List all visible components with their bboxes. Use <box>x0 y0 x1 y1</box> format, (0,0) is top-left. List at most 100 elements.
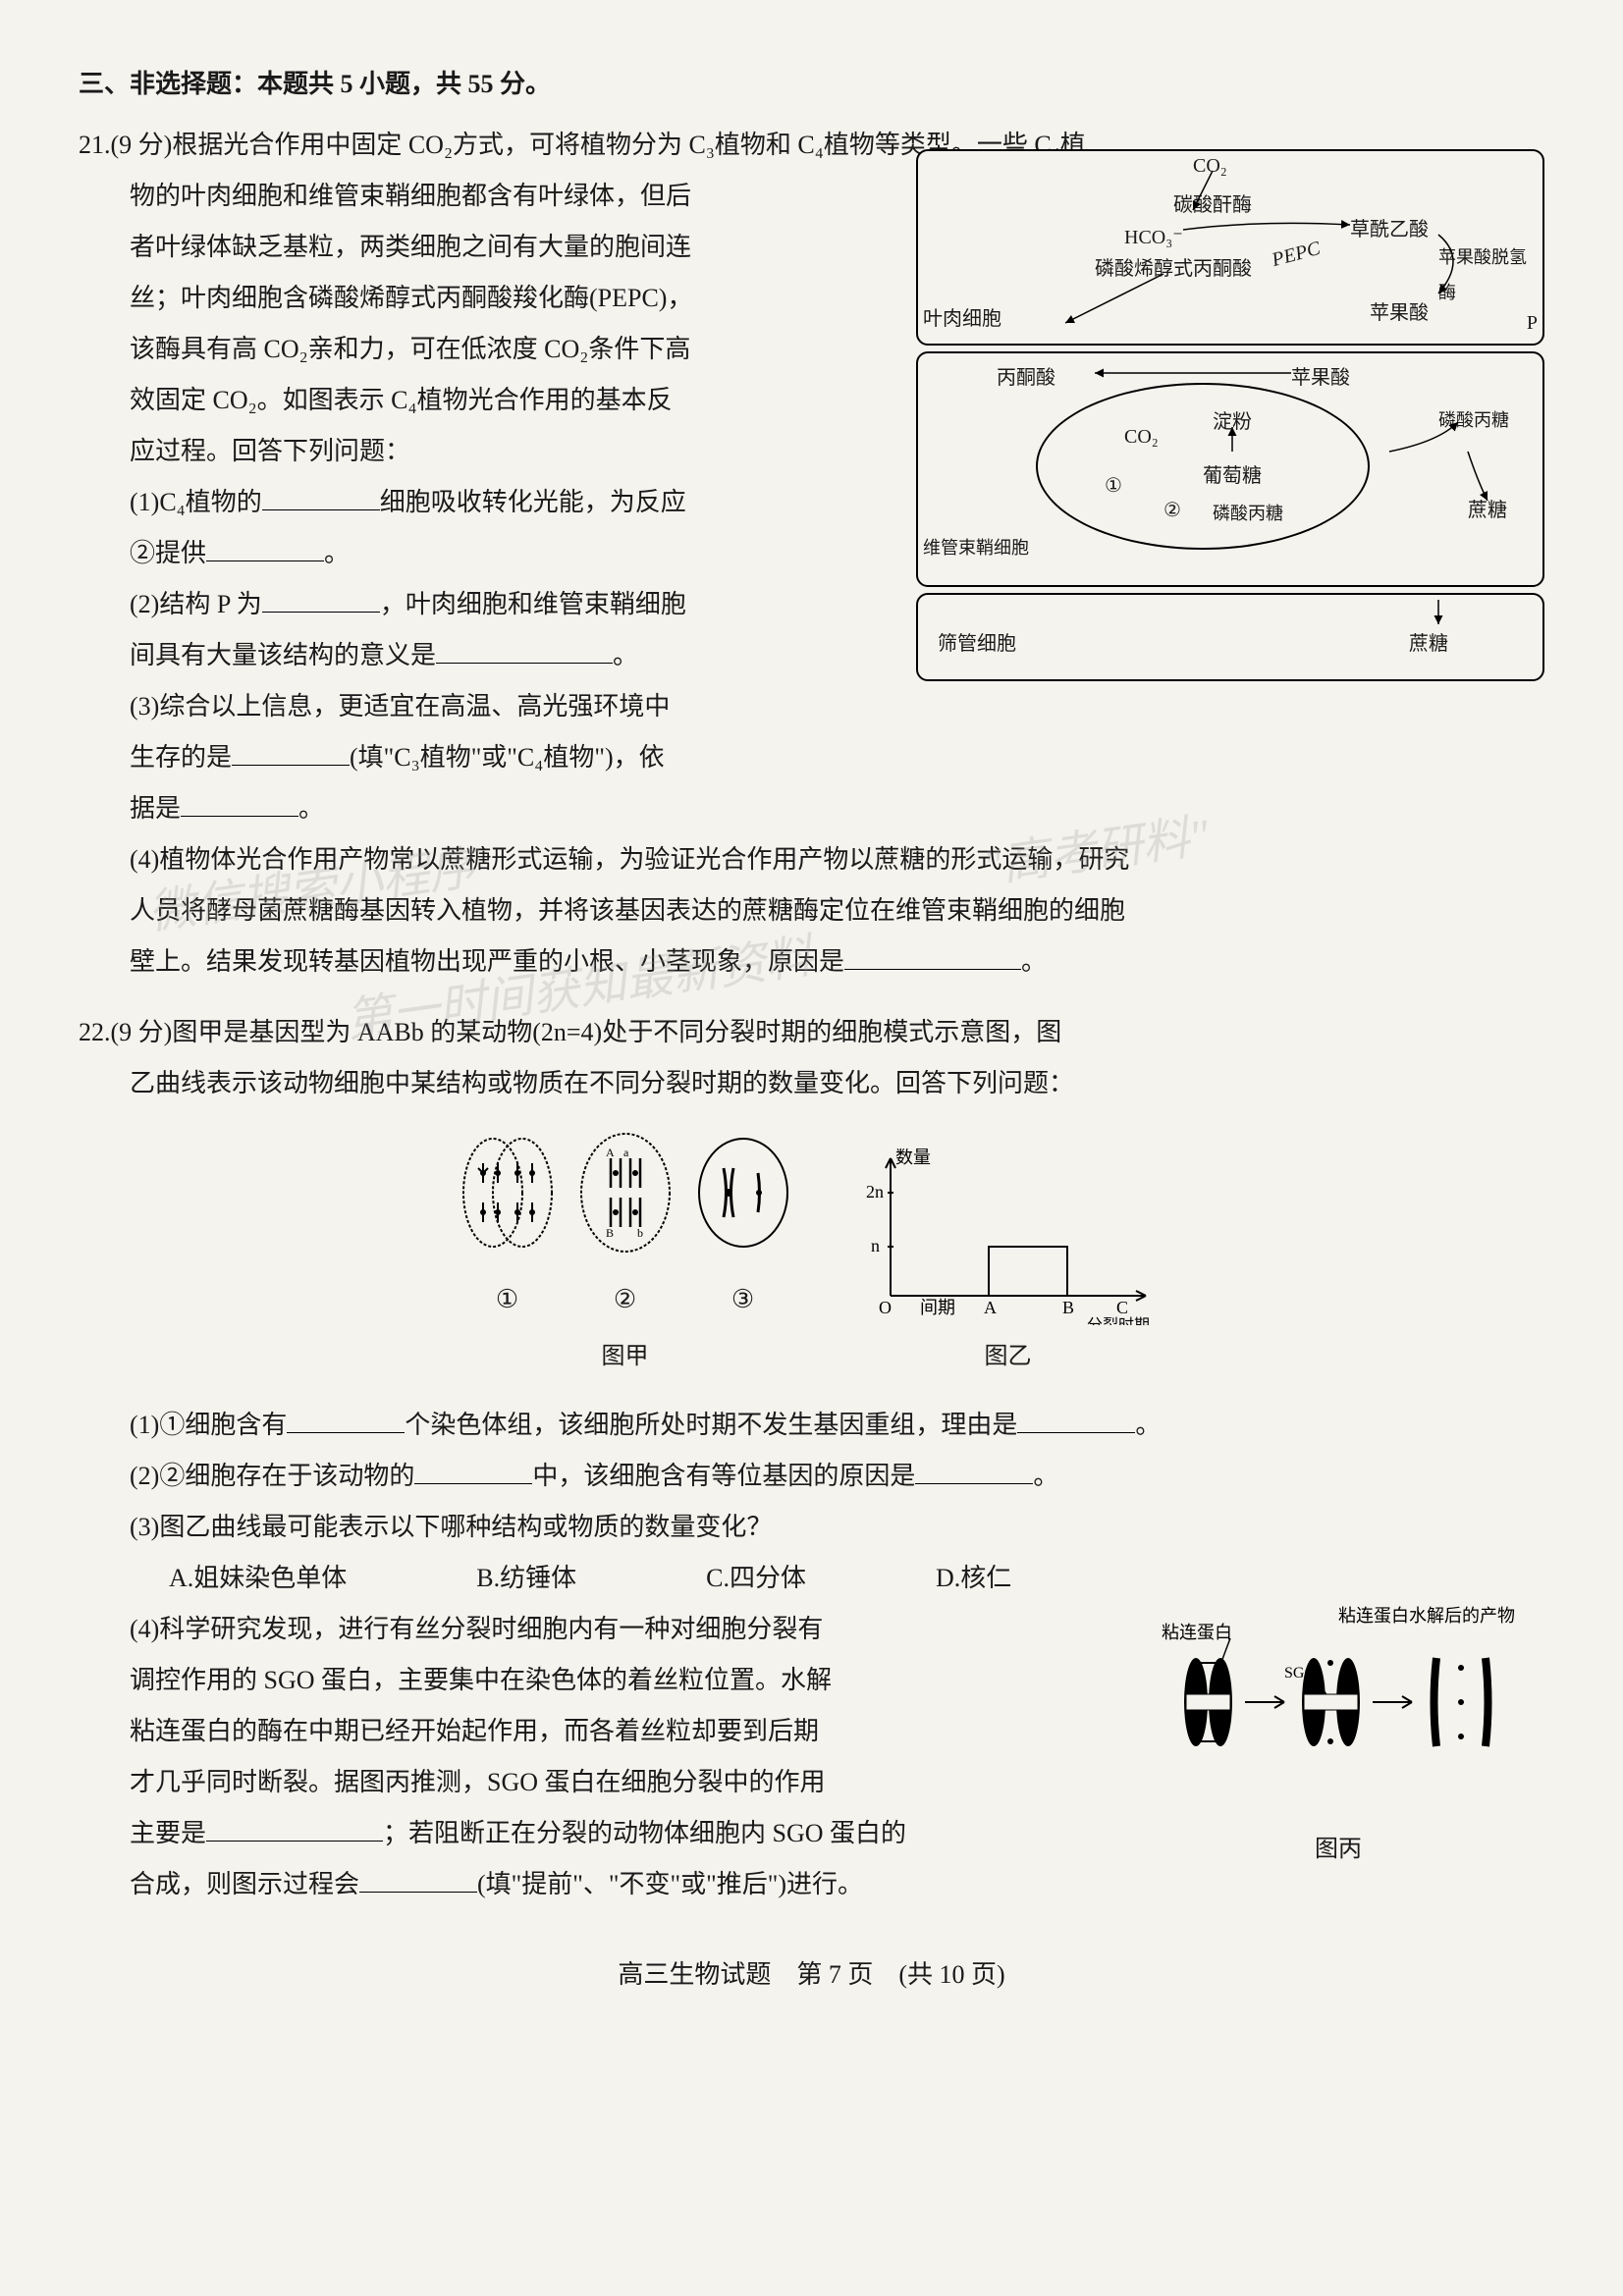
q22-number: 22. <box>79 1018 111 1046</box>
blank <box>206 536 324 561</box>
diagram-malate2: 苹果酸 <box>1291 358 1350 398</box>
blank <box>206 1816 383 1842</box>
q22-options: A.姐妹染色单体 B.纺锤体 C.四分体 D.核仁 <box>118 1553 1544 1604</box>
q21-sub2-cont: 间具有大量该结构的意义是 。 <box>79 630 884 681</box>
q21-sub2: (2)结构 P 为，叶肉细胞和维管束鞘细胞 <box>79 579 884 630</box>
blank <box>1017 1408 1135 1433</box>
q22-sub4-f: ；若阻断正在分裂的动物体细胞内 SGO 蛋白的 <box>383 1819 906 1847</box>
blank <box>232 740 350 766</box>
q22-sub4-line0: (4)科学研究发现，进行有丝分裂时细胞内有一种对细胞分裂有 <box>79 1604 1080 1655</box>
option-a: A.姐妹染色单体 <box>118 1553 347 1604</box>
diagram-p: P <box>1527 303 1538 343</box>
q21-text-block: 物的叶肉细胞和维管束鞘细胞都含有叶绿体，但后 者叶绿体缺乏基粒，两类细胞之间有大… <box>79 171 884 834</box>
cell-1-label: ① <box>459 1274 557 1325</box>
svg-text:间期: 间期 <box>920 1298 955 1317</box>
q21-sub1: (1)C₄植物的细胞吸收转化光能，为反应 <box>79 477 884 528</box>
blank <box>915 1459 1033 1484</box>
q21-line-2: 丝；叶肉细胞含磷酸烯醇式丙酮酸羧化酶(PEPC)， <box>79 273 884 324</box>
q22-sub4-line1: 调控作用的 SGO 蛋白，主要集中在染色体的着丝粒位置。水解 <box>79 1655 1080 1706</box>
blank <box>359 1867 477 1893</box>
svg-text:b: b <box>637 1226 643 1240</box>
diagram-pyruvate: 丙酮酸 <box>997 358 1055 398</box>
diagram-malate-dehydro: 苹果酸脱氢酶 <box>1438 240 1542 310</box>
sgo-diagram: 粘连蛋白 粘连蛋白水解后的产物 SGO <box>1132 1604 1544 1873</box>
q21-sub1-c: ②提供 <box>130 539 206 567</box>
cell-2-svg: Aa Bb <box>576 1129 675 1256</box>
diagram-pep: 磷酸烯醇式丙酮酸 <box>1095 249 1252 289</box>
option-c: C.四分体 <box>655 1553 806 1604</box>
q21-line-5: 应过程。回答下列问题： <box>79 426 884 477</box>
svg-text:A: A <box>984 1298 997 1317</box>
q21-sub4-a: (4)植物体光合作用产物常以蔗糖形式运输，为验证光合作用产物以蔗糖的形式运输，研… <box>79 834 1544 885</box>
q21-sub2-d: 。 <box>613 641 638 669</box>
diagram-glucose: 葡萄糖 <box>1203 456 1262 496</box>
diagram-triose-phosphate: 磷酸丙糖 <box>1438 402 1509 438</box>
diagram-circle2: ② <box>1163 491 1181 530</box>
q21-sub3-d: 据是 <box>130 794 181 823</box>
q22-sub1-b: 个染色体组，该细胞所处时期不发生基因重组，理由是 <box>405 1411 1017 1439</box>
diagram-sucrose: 蔗糖 <box>1468 491 1507 530</box>
q22-intro-a: 图甲是基因型为 AABb 的某动物(2n=4)处于不同分裂时期的细胞模式示意图，… <box>172 1018 1061 1046</box>
svg-text:A: A <box>606 1146 615 1159</box>
q22-intro-b: 乙曲线表示该动物细胞中某结构或物质在不同分裂时期的数量变化。回答下列问题： <box>79 1058 1544 1109</box>
diagram-co2-2: CO₂ <box>1124 417 1159 456</box>
q22-sub4-e: 主要是 <box>130 1819 206 1847</box>
sgo-hydrolyzed-label: 粘连蛋白水解后的产物 <box>1338 1606 1515 1626</box>
q21-sub4-c: 壁上。结果发现转基因植物出现严重的小根、小茎现象，原因是 <box>130 947 844 976</box>
diagram-triose-phosphate2: 磷酸丙糖 <box>1213 496 1283 531</box>
q22-sub1-a: (1)①细胞含有 <box>130 1411 287 1439</box>
section-header: 三、非选择题：本题共 5 小题，共 55 分。 <box>79 59 1544 110</box>
blank <box>262 587 380 613</box>
diagram-sieve-box: 筛管细胞 蔗糖 <box>916 593 1544 681</box>
blank <box>262 485 380 510</box>
q21-sub4-c-wrap: 壁上。结果发现转基因植物出现严重的小根、小茎现象，原因是 。 <box>79 936 1544 988</box>
diagram-pepc: PEPC <box>1268 229 1325 280</box>
q22-sub4-line3: 才几乎同时断裂。据图丙推测，SGO 蛋白在细胞分裂中的作用 <box>79 1757 1080 1808</box>
question-22: 22.(9 分)图甲是基因型为 AABb 的某动物(2n=4)处于不同分裂时期的… <box>79 1007 1544 1910</box>
diagram-co2: CO₂ <box>1193 146 1227 186</box>
cells-row: ① Aa Bb ② <box>459 1129 792 1325</box>
blank <box>436 638 613 664</box>
q22-sub4-line2: 粘连蛋白的酶在中期已经开始起作用，而各着丝粒却要到后期 <box>79 1706 1080 1757</box>
q22-diagrams-row: ① Aa Bb ② <box>79 1129 1544 1380</box>
q22-intro: 22.(9 分)图甲是基因型为 AABb 的某动物(2n=4)处于不同分裂时期的… <box>79 1007 1544 1058</box>
q21-diagram: CO₂ 碳酸酐酶 HCO₃⁻ 草酰乙酸 PEPC 磷酸烯醇式丙酮酸 苹果酸脱氢酶… <box>916 149 1544 719</box>
sgo-svg: 粘连蛋白 粘连蛋白水解后的产物 SGO <box>1142 1604 1535 1800</box>
q21-sub3-b: 生存的是 <box>130 743 232 772</box>
diagram-mesophyll-box: CO₂ 碳酸酐酶 HCO₃⁻ 草酰乙酸 PEPC 磷酸烯醇式丙酮酸 苹果酸脱氢酶… <box>916 149 1544 346</box>
caption-yi: 图乙 <box>985 1333 1032 1380</box>
q21-sub3-cont2: 据是 。 <box>79 783 884 834</box>
page-footer: 高三生物试题 第 7 页 (共 10 页) <box>79 1949 1544 2001</box>
q22-sub4-h: (填"提前"、"不变"或"推后")进行。 <box>477 1870 863 1898</box>
footer-page: 第 7 页 <box>796 1960 873 1989</box>
svg-text:n: n <box>871 1236 880 1255</box>
q21-line-3: 该酶具有高 CO₂亲和力，可在低浓度 CO₂条件下高 <box>79 324 884 375</box>
q21-sub1-cont: ②提供。 <box>79 528 884 579</box>
q21-sub3-cont1: 生存的是 (填"C₃植物"或"C₄植物")，依 <box>79 732 884 783</box>
footer-title: 高三生物试题 <box>618 1960 771 1989</box>
svg-text:B: B <box>606 1226 614 1240</box>
q21-sub2-c: 间具有大量该结构的意义是 <box>130 641 436 669</box>
q21-sub3-a: (3)综合以上信息，更适宜在高温、高光强环境中 <box>130 692 670 721</box>
q22-sub2-b: 中，该细胞含有等位基因的原因是 <box>532 1462 915 1490</box>
svg-text:B: B <box>1062 1298 1074 1317</box>
blank <box>181 791 298 817</box>
q21-points: (9 分) <box>111 131 173 159</box>
q22-sub1: (1)①细胞含有个染色体组，该细胞所处时期不发生基因重组，理由是。 <box>79 1400 1544 1451</box>
blank <box>844 944 1021 970</box>
q21-sub4: (4)植物体光合作用产物常以蔗糖形式运输，为验证光合作用产物以蔗糖的形式运输，研… <box>79 834 1544 988</box>
q22-sub4-cont2: 合成，则图示过程会 (填"提前"、"不变"或"推后")进行。 <box>79 1859 1080 1910</box>
q21-sub3-e: 。 <box>298 794 324 823</box>
q22-sub4-g: 合成，则图示过程会 <box>130 1870 359 1898</box>
diagram-starch: 淀粉 <box>1213 402 1252 442</box>
q22-sub2: (2)②细胞存在于该动物的中，该细胞含有等位基因的原因是。 <box>79 1451 1544 1502</box>
blank <box>287 1408 405 1433</box>
sgo-cohesin-label: 粘连蛋白 <box>1162 1623 1232 1642</box>
svg-text:SGO: SGO <box>1284 1665 1316 1682</box>
q21-sub3-c: (填"C₃植物"或"C₄植物")，依 <box>350 743 665 772</box>
q21-number: 21. <box>79 131 111 159</box>
q21-sub4-d: 。 <box>1021 947 1047 976</box>
cell-1-svg <box>459 1129 557 1256</box>
q22-sub3: (3)图乙曲线最可能表示以下哪种结构或物质的数量变化？ <box>79 1502 1544 1553</box>
cell-2-label: ② <box>576 1274 675 1325</box>
